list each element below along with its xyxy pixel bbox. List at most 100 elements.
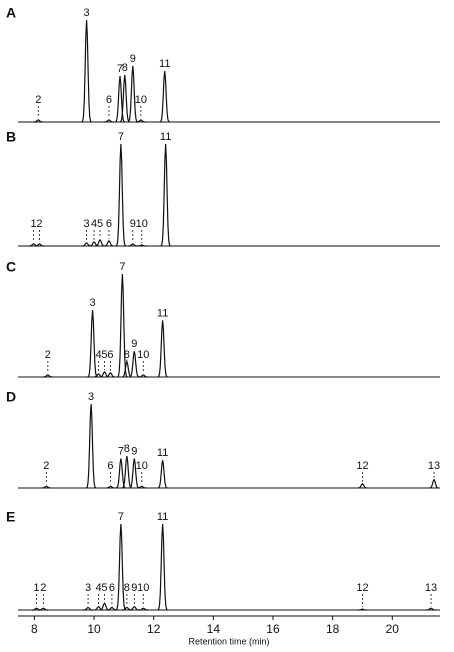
peak xyxy=(99,602,110,611)
peak-label: 3 xyxy=(84,7,90,19)
peak-label: 10 xyxy=(136,218,148,230)
peak-label: 7 xyxy=(118,446,124,458)
peak-label: 9 xyxy=(130,53,136,65)
peak-label: 5 xyxy=(101,349,107,361)
peak-label: 6 xyxy=(107,460,113,472)
peak xyxy=(357,608,368,611)
peak-label: 1 xyxy=(33,582,39,594)
peak xyxy=(104,240,114,247)
peak-label: 2 xyxy=(43,460,49,472)
peak xyxy=(41,485,52,489)
peak-label: 4 xyxy=(95,582,101,594)
peak-label: 6 xyxy=(107,349,113,361)
panel-letter: A xyxy=(6,5,16,21)
peak xyxy=(129,605,140,611)
peak xyxy=(119,75,130,123)
peak xyxy=(128,243,138,247)
peak xyxy=(107,606,117,611)
peak xyxy=(83,606,93,611)
peak-label: 2 xyxy=(45,349,51,361)
peak-label: 8 xyxy=(124,582,130,594)
peak-label: 10 xyxy=(135,94,147,106)
peak xyxy=(429,478,439,489)
peak-label: 8 xyxy=(124,349,130,361)
x-tick-label: 14 xyxy=(207,622,221,636)
peak xyxy=(357,482,368,489)
peak-label: 10 xyxy=(137,349,149,361)
peak-label: 6 xyxy=(106,94,112,106)
panel-letter: B xyxy=(6,129,16,145)
peak xyxy=(115,523,127,611)
peak-label: 11 xyxy=(157,447,168,459)
peak xyxy=(115,143,127,247)
peak xyxy=(87,310,98,378)
peak xyxy=(160,143,171,247)
peak-label: 3 xyxy=(84,218,90,230)
peak-label: 3 xyxy=(88,391,94,403)
peak-label: 7 xyxy=(118,131,124,143)
peak-label: 7 xyxy=(118,511,124,523)
peak-label: 13 xyxy=(425,582,437,594)
peak-label: 9 xyxy=(130,218,136,230)
peak-label: 12 xyxy=(356,460,368,472)
peak-label: 11 xyxy=(157,307,168,319)
peak xyxy=(117,273,128,378)
panel-letter: D xyxy=(6,389,16,405)
peak-label: 10 xyxy=(137,582,149,594)
peak-label: 8 xyxy=(122,62,128,74)
peak xyxy=(138,374,148,378)
peak-label: 5 xyxy=(97,218,103,230)
peak-label: 3 xyxy=(85,582,91,594)
peak-label: 12 xyxy=(356,582,368,594)
peak-label: 9 xyxy=(131,582,137,594)
peak-label: 9 xyxy=(131,338,137,350)
peak-label: 11 xyxy=(157,511,168,523)
peak-label: 13 xyxy=(428,460,440,472)
peak-label: 6 xyxy=(106,218,112,230)
peak xyxy=(157,523,168,611)
x-tick-label: 8 xyxy=(31,622,38,636)
peak-label: 4 xyxy=(91,218,97,230)
peak xyxy=(38,607,49,611)
peak xyxy=(105,372,116,378)
peak xyxy=(137,244,147,247)
peak-label: 9 xyxy=(131,446,137,458)
peak xyxy=(122,359,132,378)
peak xyxy=(138,607,148,611)
peak-label: 8 xyxy=(124,443,130,455)
peak xyxy=(81,19,92,123)
peak xyxy=(121,455,132,489)
x-axis-title: Retention time (min) xyxy=(188,636,269,646)
peak xyxy=(95,238,105,247)
peak xyxy=(137,485,147,489)
peak-label: 7 xyxy=(117,63,123,75)
peak-label: 2 xyxy=(40,582,46,594)
peak xyxy=(157,460,168,489)
peak xyxy=(34,243,45,247)
x-tick-label: 10 xyxy=(87,622,101,636)
peak-label: 2 xyxy=(36,218,42,230)
peak xyxy=(426,607,436,611)
peak xyxy=(43,374,53,378)
peak xyxy=(129,458,140,489)
peak-label: 10 xyxy=(136,460,148,472)
x-tick-label: 20 xyxy=(386,622,400,636)
peak xyxy=(136,119,146,123)
peak xyxy=(115,76,125,123)
peak xyxy=(129,351,140,378)
peak-label: 6 xyxy=(109,582,115,594)
x-tick-label: 16 xyxy=(266,622,280,636)
peak-label: 11 xyxy=(159,58,170,70)
peak xyxy=(33,119,43,123)
peak-label: 4 xyxy=(95,349,101,361)
panel-letter: C xyxy=(6,259,16,275)
peak xyxy=(105,485,116,489)
peak-label: 2 xyxy=(35,94,41,106)
peak xyxy=(104,119,114,123)
x-tick-label: 18 xyxy=(326,622,340,636)
peak xyxy=(157,320,168,378)
peak-label: 11 xyxy=(160,131,171,143)
peak-label: 5 xyxy=(101,582,107,594)
x-tick-label: 12 xyxy=(147,622,161,636)
